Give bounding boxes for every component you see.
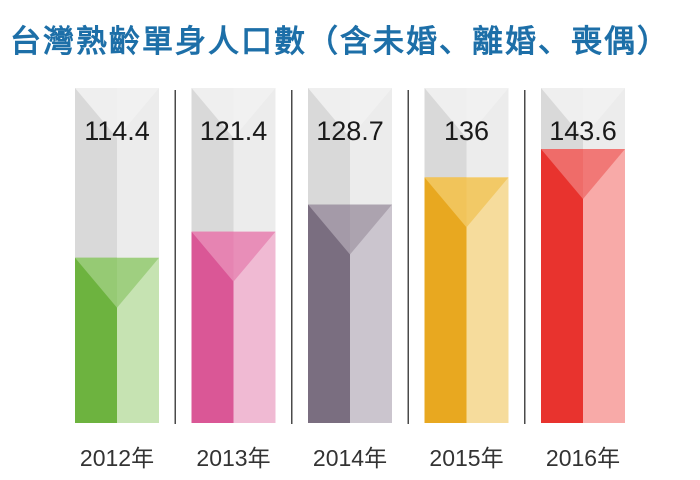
bar-track-cap — [75, 88, 159, 138]
category-label: 2016年 — [546, 445, 620, 471]
bar-fill-right — [583, 149, 625, 424]
value-label: 136 — [444, 116, 489, 146]
bar-track-cap — [541, 88, 625, 138]
bar-fill-cap — [308, 204, 392, 255]
bar-fill-left — [541, 149, 583, 424]
value-label: 128.7 — [316, 116, 384, 146]
category-label: 2014年 — [313, 445, 387, 471]
bar-track-cap — [424, 88, 509, 138]
value-label: 143.6 — [549, 116, 617, 146]
bar-track-cap — [308, 88, 392, 138]
category-label: 2013年 — [196, 445, 270, 471]
category-label: 2015年 — [429, 445, 503, 471]
bar-fill-cap — [75, 257, 159, 308]
bar-fill-cap — [191, 231, 276, 282]
value-label: 114.4 — [84, 116, 150, 146]
bar-track-cap — [191, 88, 276, 138]
bar-fill-cap — [424, 177, 509, 228]
category-label: 2012年 — [80, 445, 154, 471]
chart-title: 台灣熟齡單身人口數（含未婚、離婚、喪偶） — [10, 24, 670, 60]
value-label: 121.4 — [200, 116, 268, 146]
bar-fill-cap — [541, 149, 625, 200]
